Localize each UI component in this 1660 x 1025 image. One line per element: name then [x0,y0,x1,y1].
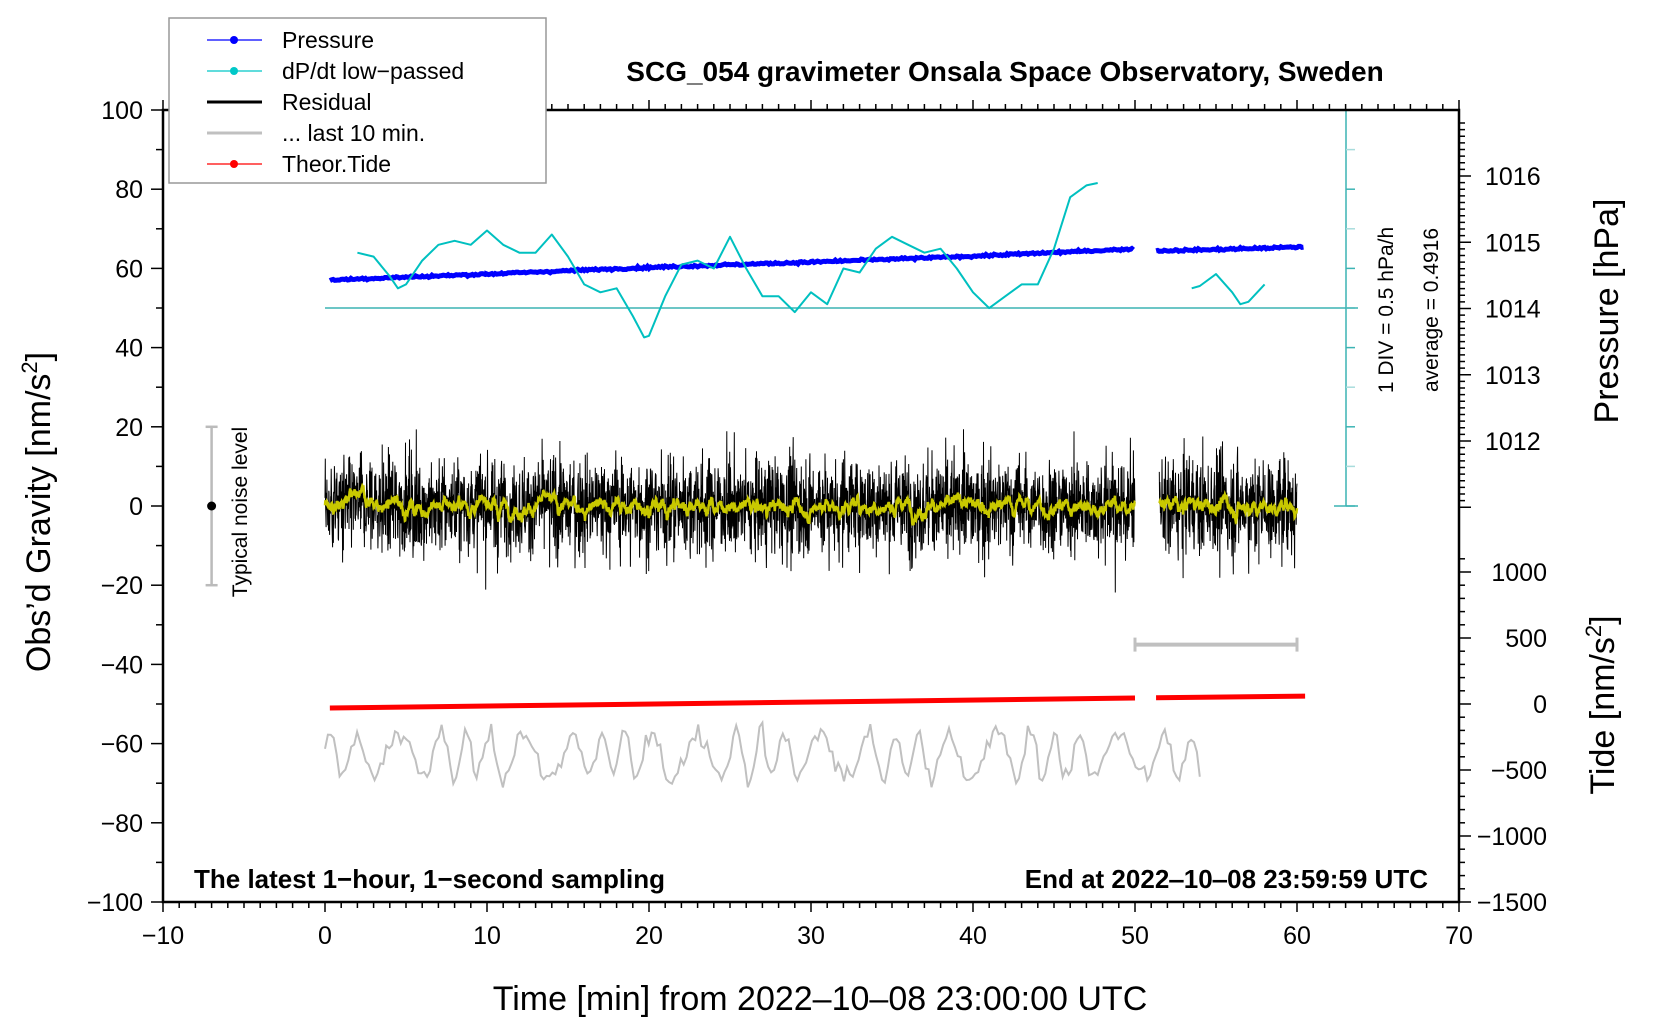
residual-smoothed-line [1158,489,1299,526]
x-tick-label: 10 [473,922,501,950]
legend-label: dP/dt low−passed [282,58,464,84]
tide-line [1156,693,1306,701]
legend-entry: ... last 10 min. [207,120,425,146]
y-axis-label: Obs’d Gravity [nm/s2] [17,352,58,672]
tide-tick-label: −500 [1491,757,1547,785]
x-tick-label: 60 [1283,922,1311,950]
legend-label: ... last 10 min. [282,120,425,146]
y-tick-label: 80 [115,176,143,204]
y-tick-label: −20 [101,572,143,600]
annotation-bottom-right: End at 2022‒10‒08 23:59:59 UTC [1025,864,1428,894]
x-tick-label: 20 [635,922,663,950]
x-tick-label: 50 [1121,922,1149,950]
tide-tick-label: 1000 [1491,559,1547,587]
tide-tick-label: −1000 [1477,823,1547,851]
pressure-tick-label: 1014 [1485,296,1541,324]
pressure-line [328,245,1135,283]
legend-swatch-marker [230,160,238,168]
noise-level-dot [207,501,217,511]
dpdt-line [1191,273,1266,306]
chart-marks [205,109,1358,788]
x-tick-label: 0 [318,922,332,950]
legend-label: Theor.Tide [282,151,391,177]
legend-entry: dP/dt low−passed [207,58,464,84]
noise-level-label: Typical noise level [229,427,252,597]
pressure-tick-label: 1015 [1485,229,1541,257]
x-tick-label: −10 [142,922,184,950]
tide-tick-label: 0 [1533,691,1547,719]
y-tick-label: −60 [101,731,143,759]
y-tick-label: 20 [115,414,143,442]
dpdt-line [357,182,1098,339]
pressure-tick-label: 1013 [1485,362,1541,390]
dpdt-div-label: 1 DIV = 0.5 hPa/h [1375,227,1398,393]
x-tick-label: 40 [959,922,987,950]
y-tick-label: 40 [115,335,143,363]
y-tick-label: −40 [101,651,143,679]
legend-entry: Theor.Tide [207,151,391,177]
residual-line [1158,436,1298,579]
tide-tick-label: 500 [1505,625,1547,653]
legend-label: Residual [282,89,372,115]
x-tick-label: 30 [797,922,825,950]
legend-entry: Pressure [207,27,374,53]
pressure-tick-label: 1016 [1485,163,1541,191]
legend-entry: Residual [207,89,372,115]
x-tick-label: 70 [1445,922,1473,950]
last-10-min-line [324,719,1201,788]
tide-line [329,695,1136,711]
annotation-bottom-left: The latest 1−hour, 1−second sampling [194,864,665,894]
tide-tick-label: −1500 [1477,889,1547,917]
legend-swatch-marker [230,36,238,44]
y-tick-label: 0 [129,493,143,521]
legend-label: Pressure [282,27,374,53]
y-tick-label: −80 [101,810,143,838]
dpdt-average-label: average = 0.4916 [1420,228,1443,392]
y-tick-label: 60 [115,255,143,283]
legend-swatch-marker [230,67,238,75]
pressure-axis-label: Pressure [hPa] [1588,199,1626,424]
x-axis-label: Time [min] from 2022‒10‒08 23:00:00 UTC [493,980,1148,1018]
tide-axis-label: Tide [nm/s2] [1581,615,1622,794]
y-tick-label: −100 [87,889,143,917]
legend: Pressure dP/dt low−passed Residual ... last… [168,17,547,184]
residual-smoothed-line [323,482,1136,526]
axes: −10 0 10 20 30 40 50 60 70−100−80−60−40−20020406… [87,97,1547,950]
pressure-tick-label: 1012 [1485,428,1541,456]
pressure-line [1155,243,1304,255]
chart-title: SCG_054 gravimeter Onsala Space Observat… [626,56,1383,87]
y-tick-label: 100 [101,97,143,125]
